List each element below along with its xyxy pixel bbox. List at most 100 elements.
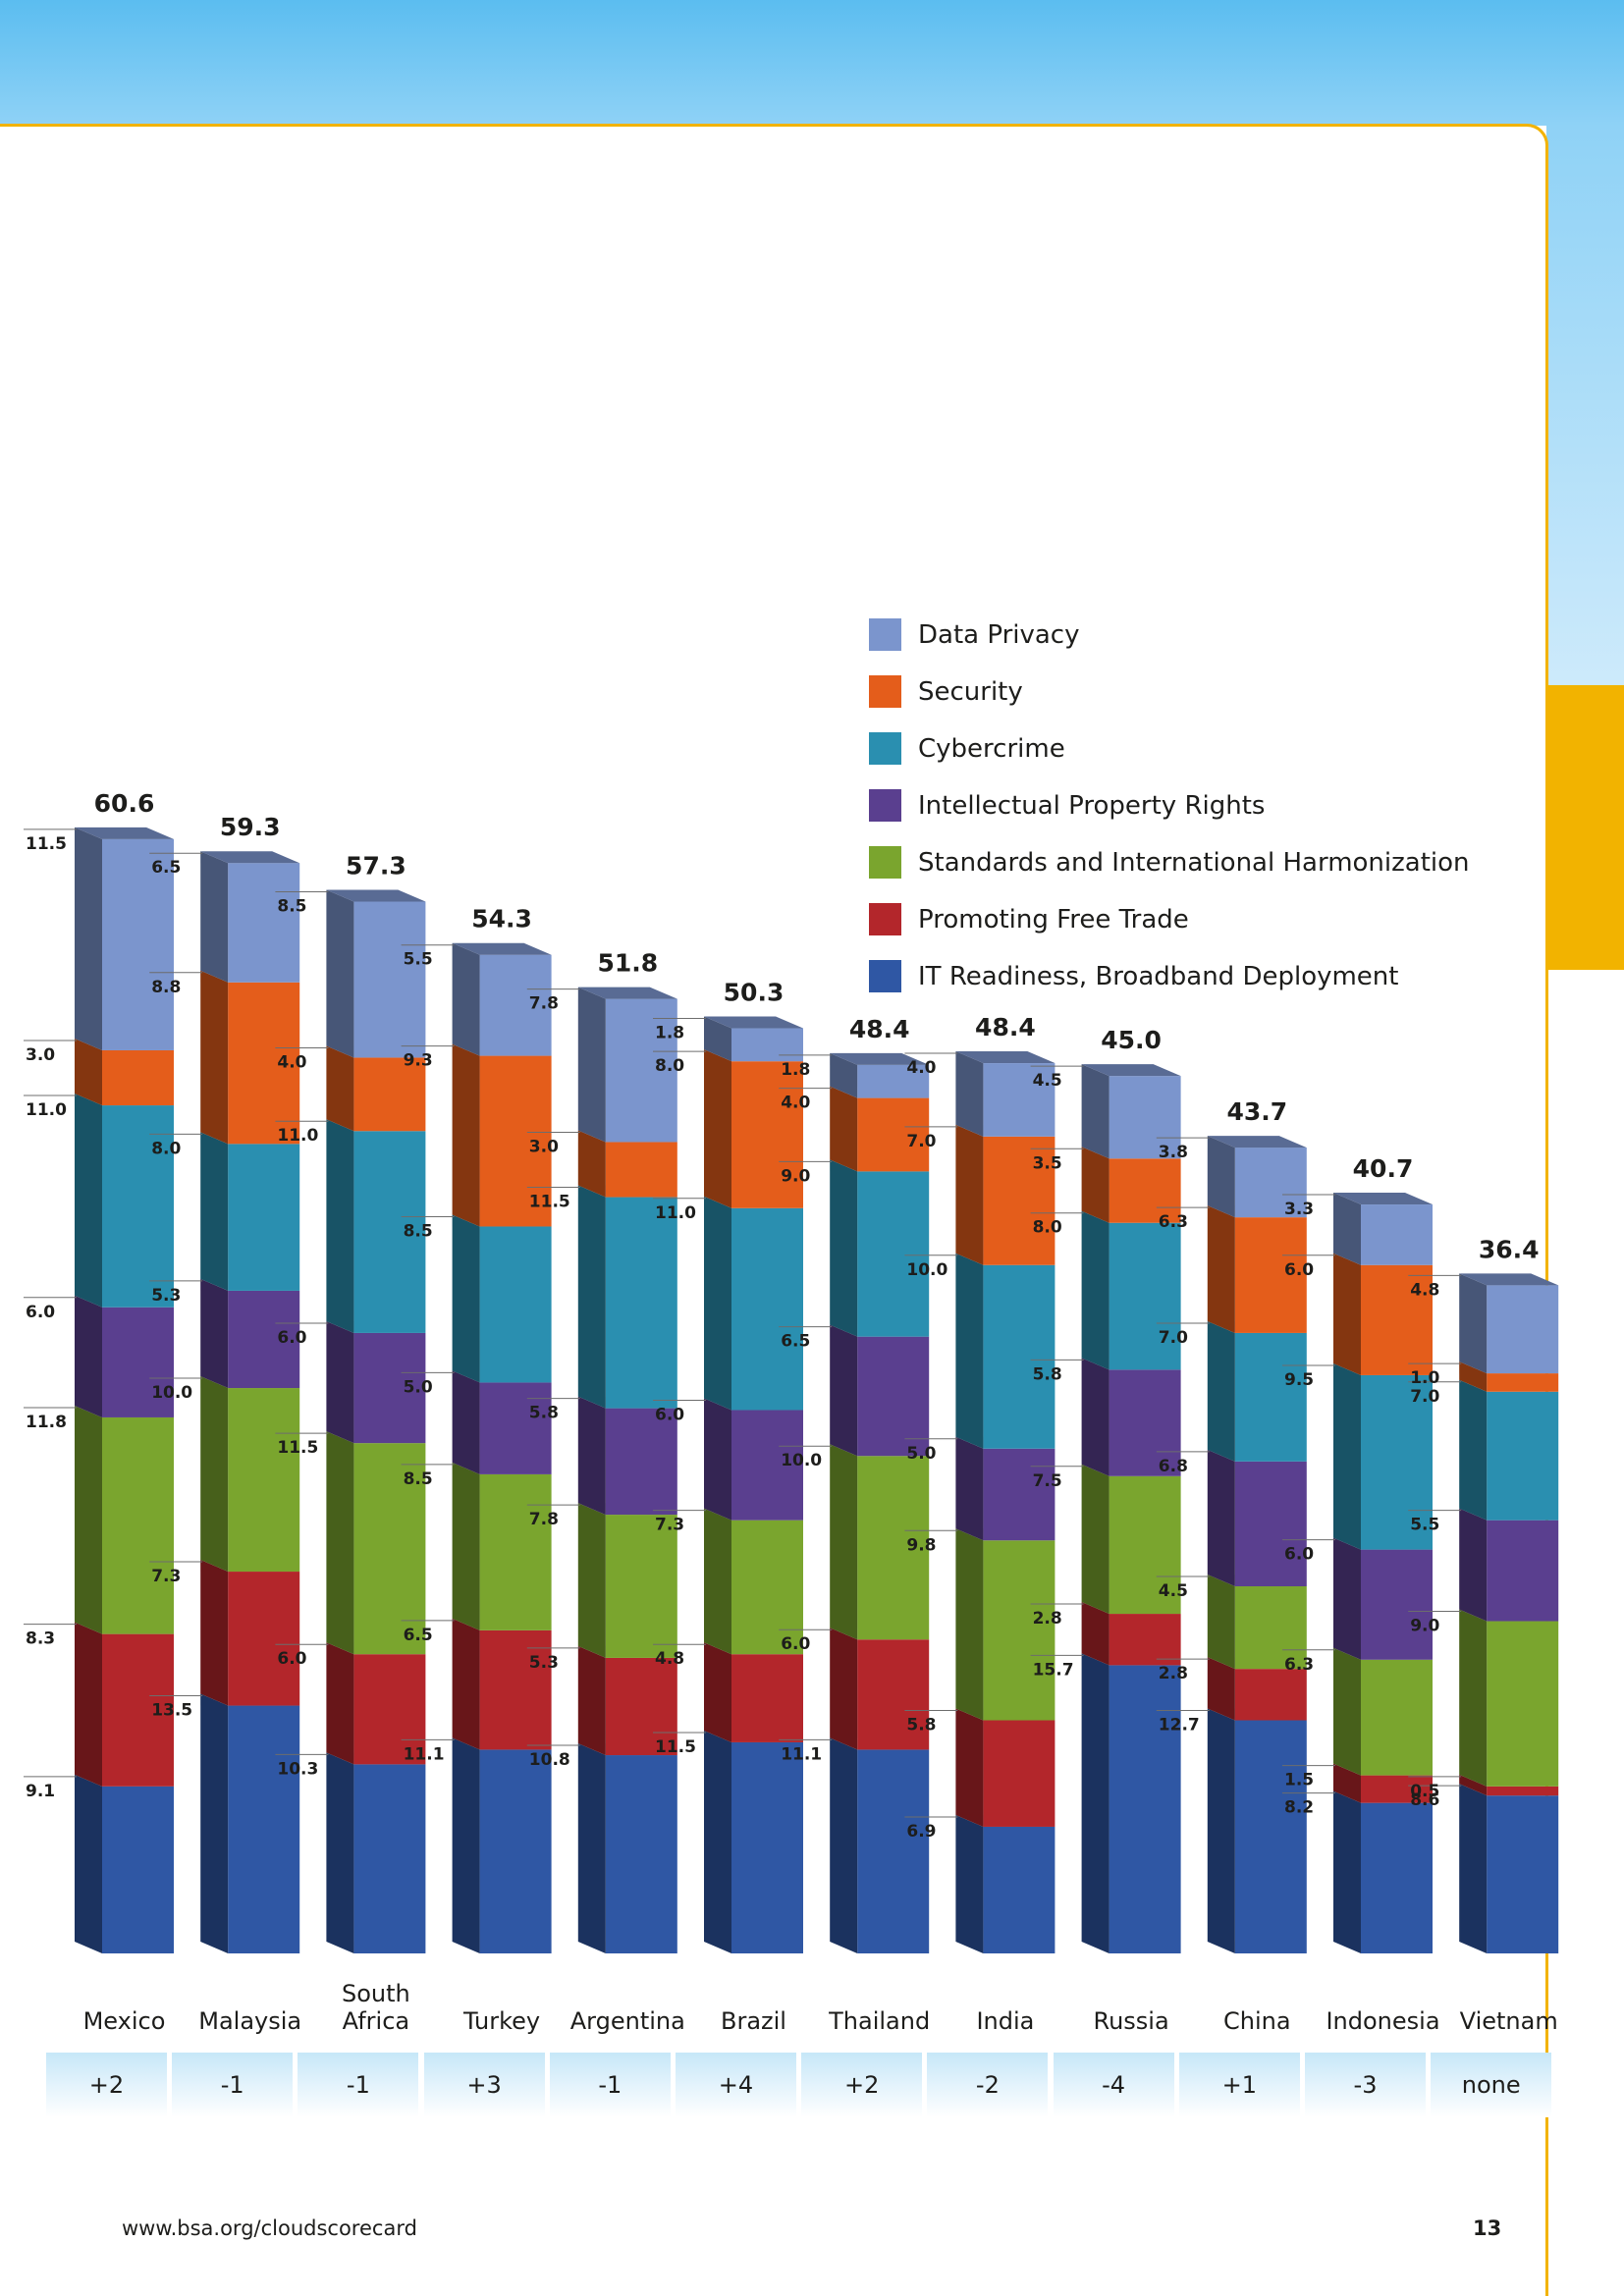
segment-value-label: 1.8 xyxy=(781,1060,810,1080)
bar-segment xyxy=(353,1764,426,1953)
segment-value-label: 8.6 xyxy=(1410,1790,1439,1810)
segment-value-label: 5.8 xyxy=(906,1716,936,1735)
bar-segment-side xyxy=(452,1370,480,1474)
segment-value-label: 11.5 xyxy=(529,1193,570,1212)
bar-segment xyxy=(353,1131,426,1333)
bar-segment xyxy=(731,1654,803,1742)
country-label-line: China xyxy=(1223,2007,1291,2035)
segment-value-label: 5.3 xyxy=(151,1286,181,1306)
bar-segment xyxy=(1234,1148,1307,1218)
segment-value-label: 6.0 xyxy=(277,1649,306,1669)
segment-value-label: 8.0 xyxy=(655,1056,684,1076)
segment-value-label: 10.8 xyxy=(529,1750,570,1770)
segment-value-label: 4.0 xyxy=(906,1058,936,1078)
segment-value-label: 11.8 xyxy=(26,1413,67,1432)
legend-label: IT Readiness, Broadband Deployment xyxy=(918,962,1399,991)
bar-segment-side xyxy=(1459,1379,1488,1521)
bar-segment-side xyxy=(452,1043,480,1227)
total-label: 54.3 xyxy=(471,905,532,934)
bar-segment xyxy=(353,1332,426,1444)
segment-value-label: 4.0 xyxy=(781,1094,810,1113)
bar-segment xyxy=(479,1473,552,1630)
segment-value-label: 6.0 xyxy=(277,1328,306,1348)
bar-segment xyxy=(1361,1264,1433,1375)
bar-segment xyxy=(605,1657,677,1756)
bar-segment xyxy=(1234,1586,1307,1670)
segment-value-label: 9.0 xyxy=(1410,1617,1439,1636)
bar-segment xyxy=(353,1443,426,1655)
country-label-line: Malaysia xyxy=(198,2007,302,2035)
section-tab-accent xyxy=(1547,685,1624,970)
bar-segment-side xyxy=(1459,1362,1488,1392)
country-label-line: South xyxy=(342,1980,410,2007)
country-label-line: Mexico xyxy=(82,2007,166,2035)
segment-value-label: 9.5 xyxy=(1284,1370,1314,1390)
bar-segment-side xyxy=(577,1185,606,1409)
total-label: 59.3 xyxy=(220,813,281,841)
bar-segment-side xyxy=(75,1094,102,1308)
bar-segment-side xyxy=(1459,1774,1488,1796)
bar-top-cap xyxy=(75,827,174,839)
bar-segment xyxy=(1234,1669,1307,1721)
bar-segment xyxy=(102,838,174,1050)
bar-segment xyxy=(479,1226,552,1383)
segment-value-label: 4.5 xyxy=(1159,1581,1188,1601)
bar-segment xyxy=(983,1540,1056,1721)
bar-segment xyxy=(731,1028,803,1062)
segment-value-label: 8.0 xyxy=(1033,1218,1062,1238)
legend-label: Security xyxy=(918,677,1023,707)
segment-value-label: 10.0 xyxy=(151,1383,192,1403)
segment-value-label: 13.5 xyxy=(151,1701,192,1721)
bar-segment xyxy=(1487,1391,1559,1521)
bar-segment-side xyxy=(1081,1464,1110,1615)
rank-change-cell: -4 xyxy=(1053,2053,1174,2117)
bar-segment xyxy=(1487,1285,1559,1374)
country-label: Vietnam xyxy=(1447,2007,1571,2035)
bar-segment xyxy=(1361,1204,1433,1265)
bar-segment-side xyxy=(955,1051,984,1137)
bar-segment-side xyxy=(200,1132,229,1291)
segment-value-label: 5.5 xyxy=(1410,1516,1439,1535)
bar-top-cap xyxy=(704,1016,803,1029)
legend-swatch xyxy=(869,789,901,822)
segment-value-label: 2.8 xyxy=(1159,1664,1188,1683)
legend-item: Cybercrime xyxy=(869,730,1458,787)
bar-segment-side xyxy=(1207,1136,1235,1218)
bar-segment-side xyxy=(1459,1508,1488,1622)
bar-top-cap xyxy=(1333,1193,1433,1205)
bar-top-cap xyxy=(577,987,677,999)
bar-segment xyxy=(857,1639,930,1750)
segment-value-label: 0.5 xyxy=(1410,1782,1439,1801)
segment-value-label: 7.8 xyxy=(529,1510,559,1529)
segment-value-label: 6.3 xyxy=(1284,1655,1314,1675)
bar-segment xyxy=(731,1410,803,1521)
sky-background-top xyxy=(0,0,1624,126)
segment-value-label: 6.0 xyxy=(1284,1260,1314,1280)
rank-change-cell: -1 xyxy=(298,2053,419,2117)
rank-change-cell: +2 xyxy=(801,2053,923,2117)
bar-segment-side xyxy=(1081,1653,1110,1953)
segment-value-label: 3.5 xyxy=(1033,1153,1062,1173)
rank-change-cell: -1 xyxy=(172,2053,294,2117)
bar-segment xyxy=(479,1055,552,1227)
bar-segment-side xyxy=(452,1214,480,1383)
segment-value-label: 1.8 xyxy=(655,1024,684,1043)
bar-segment-side xyxy=(452,1618,480,1750)
bar-segment xyxy=(857,1456,930,1640)
bar-segment xyxy=(1234,1461,1307,1586)
total-label: 40.7 xyxy=(1353,1154,1414,1183)
country-label-line: Indonesia xyxy=(1326,2007,1440,2035)
legend-swatch xyxy=(869,675,901,708)
bar-segment-side xyxy=(1459,1273,1488,1374)
segment-value-label: 7.8 xyxy=(529,994,559,1014)
bar-segment-side xyxy=(1081,1210,1110,1370)
bar-segment xyxy=(605,1755,677,1953)
bar-segment-side xyxy=(704,1730,731,1953)
segment-value-label: 1.0 xyxy=(1410,1368,1439,1388)
country-label: Indonesia xyxy=(1322,2007,1445,2035)
total-label: 45.0 xyxy=(1101,1026,1162,1054)
country-label: Argentina xyxy=(566,2007,689,2035)
bar-top-cap xyxy=(200,851,300,864)
rank-change-cell: +3 xyxy=(423,2053,545,2117)
